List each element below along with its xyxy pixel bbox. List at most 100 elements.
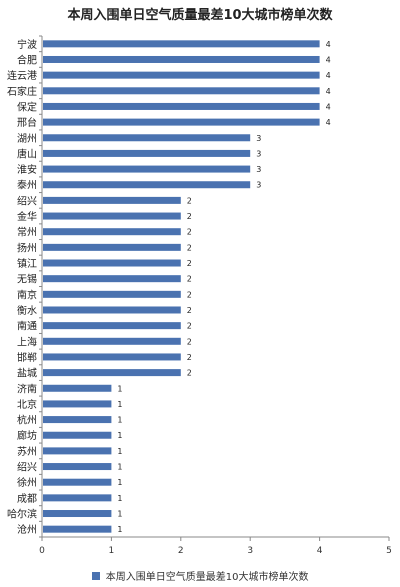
data-label: 1 <box>117 463 122 472</box>
category-label: 南通 <box>17 320 37 333</box>
category-label: 上海 <box>17 335 37 348</box>
category-label: 保定 <box>17 100 37 113</box>
bar <box>43 165 251 173</box>
legend-label: 本周入围单日空气质量最差10大城市榜单次数 <box>105 572 309 583</box>
bar <box>43 478 112 486</box>
category-label: 廊坊 <box>17 429 37 442</box>
data-label: 1 <box>117 431 122 440</box>
data-label: 2 <box>187 243 192 252</box>
x-tick-label: 3 <box>247 546 253 556</box>
chart-legend: 本周入围单日空气质量最差10大城市榜单次数 <box>0 568 400 583</box>
bar <box>43 102 320 110</box>
bar <box>43 212 181 220</box>
data-label: 2 <box>187 290 192 299</box>
bar <box>43 71 320 79</box>
category-label: 徐州 <box>17 476 37 489</box>
x-tick-label: 4 <box>317 546 323 556</box>
category-label: 无锡 <box>17 273 37 286</box>
bar <box>43 400 112 408</box>
bar <box>43 510 112 518</box>
data-label: 4 <box>326 40 331 49</box>
bar <box>43 134 251 142</box>
bar <box>43 353 181 361</box>
bar <box>43 431 112 439</box>
category-label: 金华 <box>17 210 37 223</box>
category-label: 镇江 <box>17 257 37 270</box>
data-label: 2 <box>187 212 192 221</box>
bar <box>43 275 181 283</box>
category-label: 常州 <box>17 226 37 239</box>
category-label: 南京 <box>17 288 37 301</box>
data-label: 1 <box>117 416 122 425</box>
legend-swatch <box>91 571 100 580</box>
data-label: 2 <box>187 369 192 378</box>
data-label: 2 <box>187 306 192 315</box>
category-label: 杭州 <box>17 414 37 427</box>
data-label: 1 <box>117 494 122 503</box>
category-label: 唐山 <box>17 147 37 160</box>
data-label: 4 <box>326 55 331 64</box>
category-label: 湖州 <box>17 133 37 145</box>
data-label: 2 <box>187 353 192 362</box>
x-tick-label: 2 <box>178 546 184 556</box>
data-label: 1 <box>117 384 122 393</box>
bar <box>43 290 181 298</box>
bar <box>43 181 251 189</box>
data-label: 4 <box>326 71 331 80</box>
data-label: 2 <box>187 337 192 346</box>
data-label: 1 <box>117 400 122 409</box>
x-tick-label: 1 <box>109 546 115 556</box>
bar <box>43 322 181 330</box>
category-label: 盐城 <box>17 367 37 380</box>
bar <box>43 259 181 267</box>
category-label: 石家庄 <box>7 85 37 98</box>
category-label: 连云港 <box>7 69 37 82</box>
data-label: 1 <box>117 447 122 456</box>
bar <box>43 306 181 314</box>
category-label: 绍兴 <box>17 461 37 474</box>
bar <box>43 369 181 377</box>
bar <box>43 196 181 204</box>
category-label: 哈尔滨 <box>7 508 37 521</box>
data-label: 1 <box>117 525 122 534</box>
bar <box>43 447 112 455</box>
data-label: 4 <box>326 87 331 96</box>
category-label: 宁波 <box>17 38 37 51</box>
data-label: 3 <box>256 165 261 174</box>
data-label: 2 <box>187 322 192 331</box>
category-label: 成都 <box>17 493 37 505</box>
data-label: 1 <box>117 478 122 487</box>
bar <box>43 149 251 157</box>
data-label: 2 <box>187 228 192 237</box>
bar <box>43 243 181 251</box>
bar <box>43 55 320 63</box>
bar <box>43 118 320 126</box>
bar <box>43 337 181 345</box>
category-label: 淮安 <box>17 163 37 176</box>
bar <box>43 87 320 95</box>
bar <box>43 228 181 236</box>
category-label: 衡水 <box>17 305 37 317</box>
data-label: 4 <box>326 118 331 127</box>
bar <box>43 494 112 502</box>
chart-title: 本周入围单日空气质量最差10大城市榜单次数 <box>67 8 333 23</box>
category-label: 绍兴 <box>17 194 37 207</box>
bar <box>43 384 112 392</box>
data-label: 3 <box>256 181 261 190</box>
data-label: 3 <box>256 149 261 158</box>
bar <box>43 463 112 471</box>
bar <box>43 525 112 533</box>
data-label: 2 <box>187 259 192 268</box>
category-label: 泰州 <box>17 179 37 192</box>
x-tick-label: 5 <box>386 546 392 556</box>
category-label: 济南 <box>17 382 37 395</box>
x-tick-label: 0 <box>39 546 45 556</box>
data-label: 4 <box>326 102 331 111</box>
bar <box>43 416 112 424</box>
bar <box>43 40 320 48</box>
data-label: 2 <box>187 196 192 205</box>
category-label: 邢台 <box>17 116 37 129</box>
category-label: 邯郸 <box>17 351 37 364</box>
category-label: 北京 <box>17 398 37 411</box>
